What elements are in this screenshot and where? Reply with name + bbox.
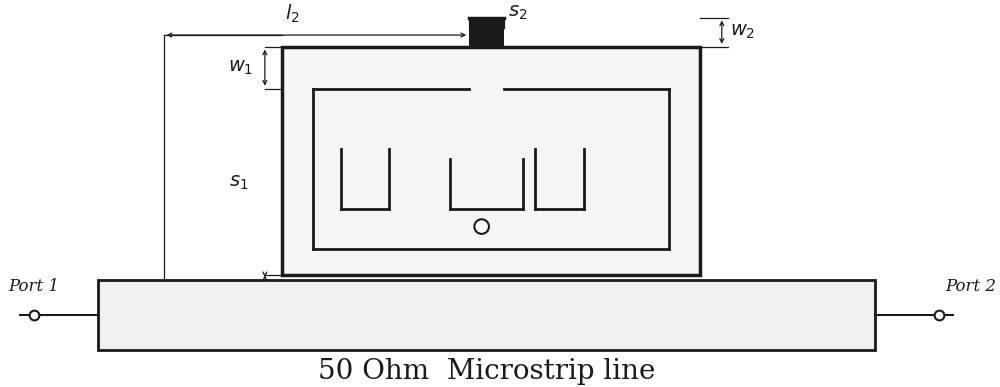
Text: 50 Ohm  Microstrip line: 50 Ohm Microstrip line [318, 358, 655, 385]
Text: $w_1$: $w_1$ [228, 59, 253, 77]
Text: Port 1: Port 1 [8, 277, 59, 295]
Bar [282, 47, 700, 275]
Text: $s_2$: $s_2$ [508, 4, 527, 22]
Bar [98, 280, 875, 350]
Text: $s_1$: $s_1$ [229, 174, 248, 192]
Text: Port 2: Port 2 [945, 277, 996, 295]
Circle shape [474, 219, 489, 234]
Bar [469, 17, 504, 47]
Text: $w_2$: $w_2$ [730, 23, 755, 41]
Text: $l_2$: $l_2$ [285, 3, 299, 25]
